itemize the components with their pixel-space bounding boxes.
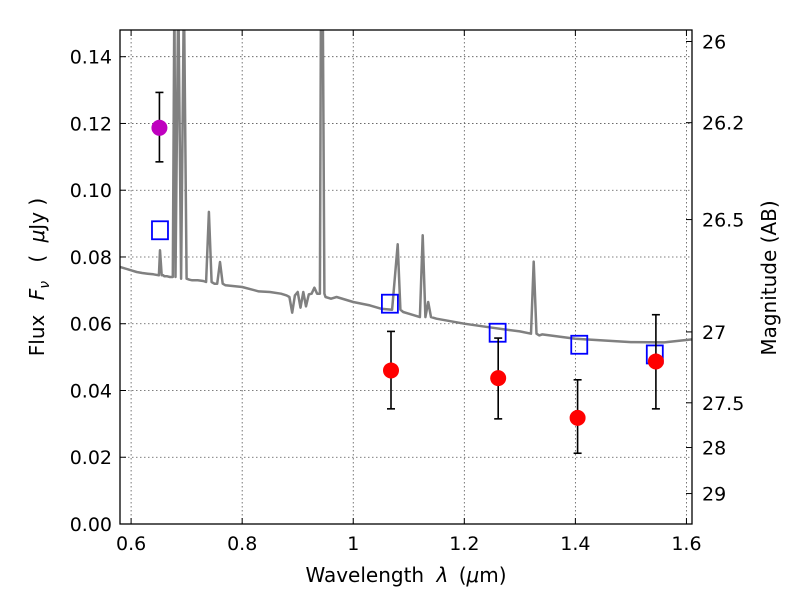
y-tick-label: 0.08 (70, 247, 112, 269)
y-tick-label: 0.12 (70, 113, 112, 135)
x-tick-label: 1 (347, 533, 359, 555)
x-tick-label: 0.8 (227, 533, 257, 555)
x-axis-ticks: 0.6 0.8 1 1.2 1.4 1.6 (116, 30, 702, 555)
magnitude-tick-label: 26.2 (702, 113, 744, 135)
y-axis-title: Flux Fν ( μJy ) (25, 198, 54, 356)
y-tick-label: 0.06 (70, 314, 112, 336)
open-square-marker (570, 334, 589, 355)
filled-circle-marker (383, 362, 400, 379)
filled-circle-marker (569, 409, 586, 426)
magnitude-tick-label: 29 (702, 484, 726, 506)
filled-circle-marker (151, 119, 168, 136)
model-spectrum-line (120, 30, 692, 344)
x-axis-title: Wavelength λ (μm) (305, 563, 506, 587)
magnitude-tick-label: 28 (702, 438, 726, 460)
y-tick-label: 0.04 (70, 380, 112, 402)
y-axis-ticks: 0.00 0.02 0.04 0.06 0.08 0.10 0.12 0.14 (70, 47, 126, 536)
markers-layer (151, 91, 664, 455)
magnitude-tick-label: 27.5 (702, 393, 744, 415)
model-spectrum-layer (120, 30, 692, 344)
open-square-marker (151, 220, 169, 241)
y-tick-label: 0.00 (70, 514, 112, 536)
filled-circle-marker (490, 370, 507, 387)
x-tick-label: 0.6 (116, 533, 146, 555)
filled-circle-marker (647, 353, 664, 370)
x-tick-label: 1.6 (671, 533, 701, 555)
y-tick-label: 0.10 (70, 180, 112, 202)
y-tick-label: 0.14 (70, 47, 112, 69)
magnitude-tick-label: 26.5 (702, 210, 744, 232)
magnitude-axis-title: Magnitude (AB) (757, 200, 781, 355)
magnitude-axis-ticks: 26 26.2 26.5 27 27.5 28 29 (686, 32, 744, 506)
x-tick-label: 1.4 (560, 533, 590, 555)
magnitude-tick-label: 27 (702, 322, 726, 344)
y-tick-label: 0.02 (70, 447, 112, 469)
x-tick-label: 1.2 (449, 533, 479, 555)
open-square-marker (380, 293, 399, 314)
magnitude-tick-label: 26 (702, 32, 726, 54)
plot-frame (119, 29, 693, 525)
